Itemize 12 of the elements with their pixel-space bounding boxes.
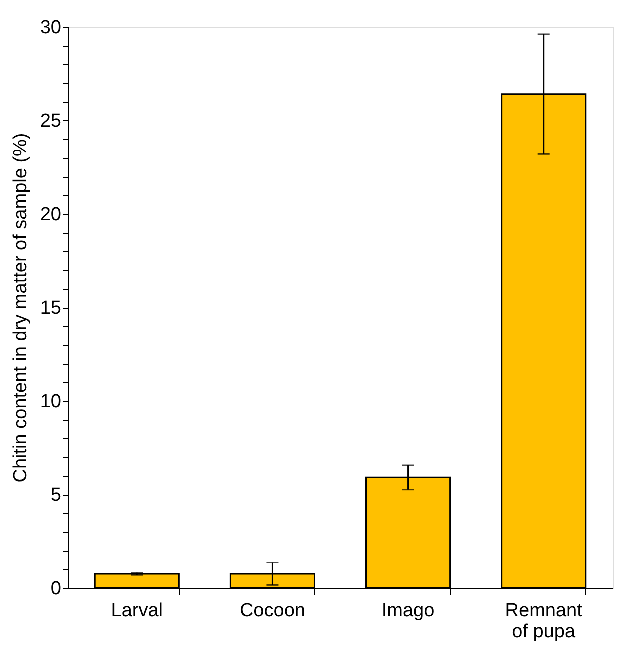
x-tick-label: Larval [111,600,164,622]
y-tick-label: 15 [40,298,62,319]
y-axis-title: Chitin content in dry matter of sample (%) [10,133,32,483]
y-tick-label: 0 [50,578,62,600]
x-tick-label: Remnant of pupa [505,600,584,642]
x-tick-label: Cocoon [240,600,306,622]
y-tick-label: 30 [40,18,62,38]
y-tick-label: 25 [40,111,62,132]
y-tick-label: 10 [40,392,62,412]
y-tick-label: 20 [40,204,62,226]
x-tick-label: Imago [382,600,435,622]
y-tick-label: 5 [50,485,62,506]
